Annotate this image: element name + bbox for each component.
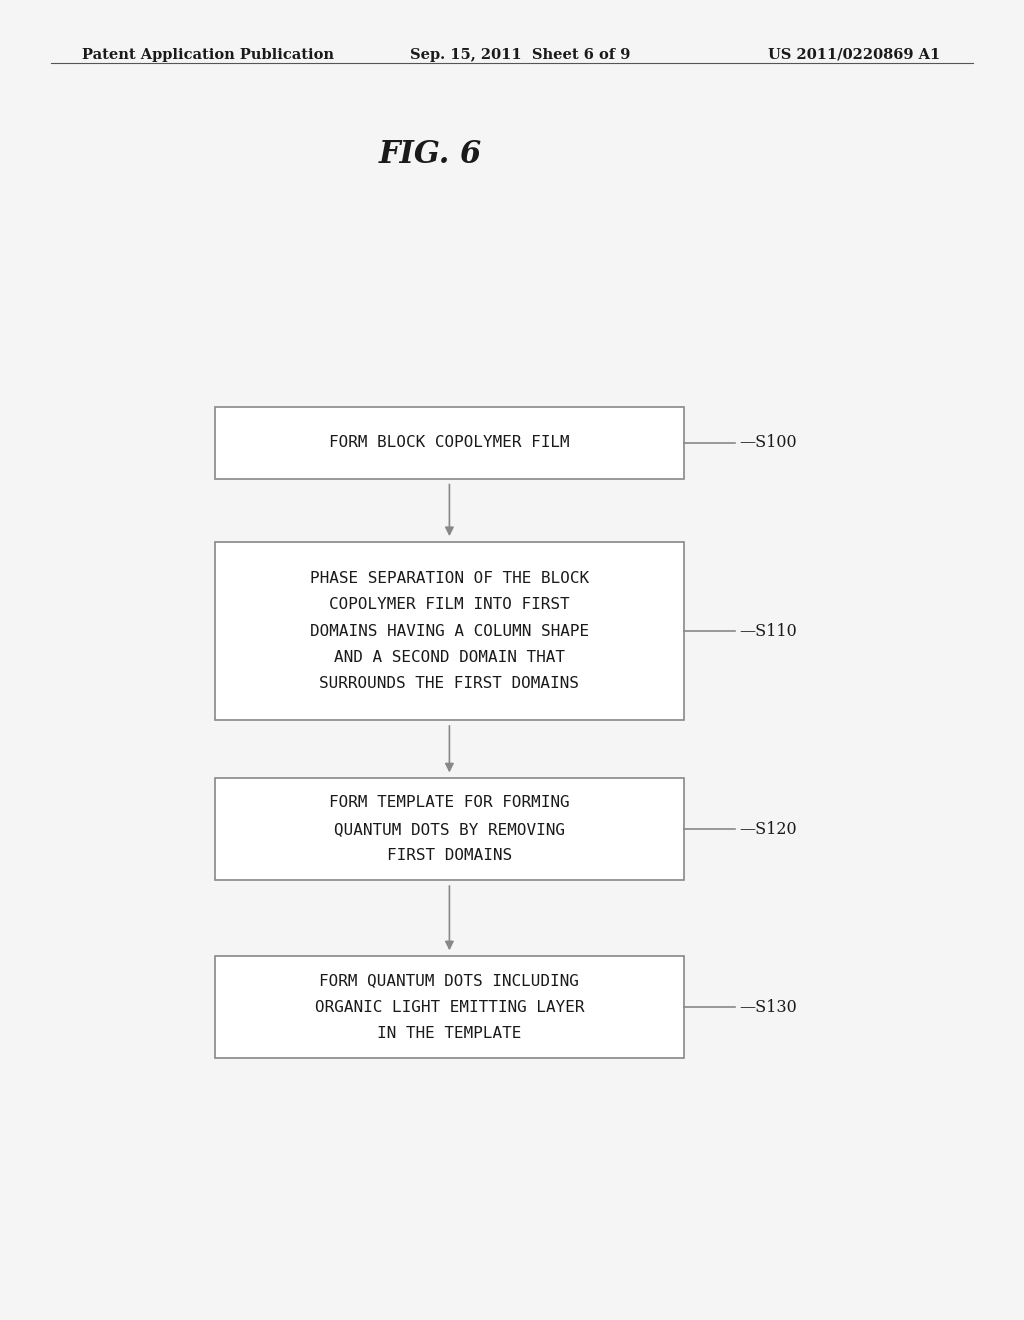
Text: Patent Application Publication: Patent Application Publication (82, 48, 334, 62)
Text: FORM BLOCK COPOLYMER FILM: FORM BLOCK COPOLYMER FILM (329, 436, 569, 450)
Text: —S130: —S130 (739, 999, 797, 1015)
Text: US 2011/0220869 A1: US 2011/0220869 A1 (768, 48, 940, 62)
Text: ORGANIC LIGHT EMITTING LAYER: ORGANIC LIGHT EMITTING LAYER (314, 999, 584, 1015)
Text: DOMAINS HAVING A COLUMN SHAPE: DOMAINS HAVING A COLUMN SHAPE (310, 623, 589, 639)
Text: AND A SECOND DOMAIN THAT: AND A SECOND DOMAIN THAT (334, 649, 565, 665)
Text: FORM QUANTUM DOTS INCLUDING: FORM QUANTUM DOTS INCLUDING (319, 973, 580, 989)
Bar (215, 779, 684, 880)
Text: —S120: —S120 (739, 821, 797, 838)
Bar (215, 543, 684, 719)
Text: IN THE TEMPLATE: IN THE TEMPLATE (377, 1026, 521, 1041)
Text: PHASE SEPARATION OF THE BLOCK: PHASE SEPARATION OF THE BLOCK (310, 570, 589, 586)
Text: Sep. 15, 2011  Sheet 6 of 9: Sep. 15, 2011 Sheet 6 of 9 (410, 48, 630, 62)
Text: —S100: —S100 (739, 434, 797, 451)
Text: QUANTUM DOTS BY REMOVING: QUANTUM DOTS BY REMOVING (334, 822, 565, 837)
Bar (215, 956, 684, 1057)
Text: —S110: —S110 (739, 623, 797, 639)
Text: FORM TEMPLATE FOR FORMING: FORM TEMPLATE FOR FORMING (329, 795, 569, 810)
Text: COPOLYMER FILM INTO FIRST: COPOLYMER FILM INTO FIRST (329, 597, 569, 612)
Text: FIG. 6: FIG. 6 (379, 139, 481, 169)
Bar (215, 408, 684, 479)
Text: SURROUNDS THE FIRST DOMAINS: SURROUNDS THE FIRST DOMAINS (319, 676, 580, 692)
Text: FIRST DOMAINS: FIRST DOMAINS (387, 849, 512, 863)
